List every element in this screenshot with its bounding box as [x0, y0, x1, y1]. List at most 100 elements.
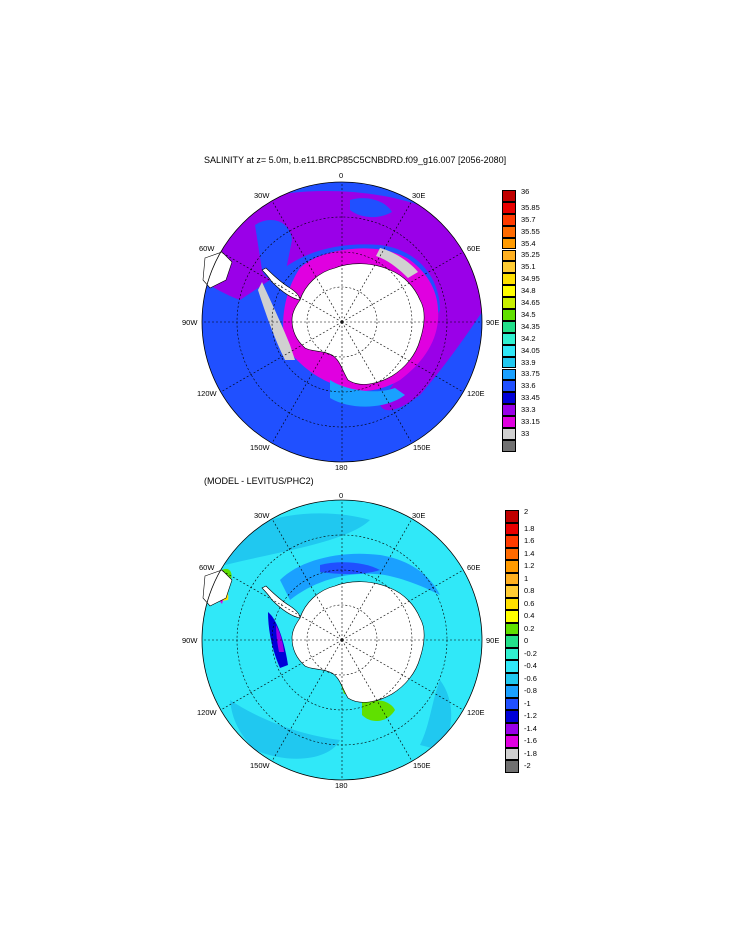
lon-label-0-p2: 0: [339, 491, 344, 500]
lon-label-120e-p2: 120E: [467, 708, 485, 717]
colorbar-swatch: [505, 572, 519, 585]
colorbar-label: 0: [524, 636, 529, 646]
difference-region-neg08: [320, 562, 380, 575]
colorbar-swatch: [502, 249, 516, 262]
south-america-tip-2: [202, 569, 233, 607]
colorbar-swatch: [502, 297, 516, 309]
colorbar-label: 2: [524, 507, 529, 516]
map-boundary-2: [201, 499, 483, 781]
colorbar-swatch: [502, 261, 516, 274]
lon-label-90e-p2: 90E: [486, 636, 500, 645]
meridian-line: [341, 321, 464, 393]
colorbar-swatch: [502, 320, 516, 333]
colorbar-swatch: [502, 368, 516, 381]
colorbar-swatch: [505, 672, 519, 685]
colorbar-label: 34.2: [521, 333, 536, 343]
colorbar-swatch: [502, 380, 516, 393]
lon-label-120e: 120E: [467, 389, 485, 398]
colorbar-label: 1.4: [524, 548, 535, 558]
colorbar-swatch: [505, 535, 519, 548]
colorbar-swatch: [502, 190, 516, 202]
colorbar-label: -0.6: [524, 673, 537, 683]
difference-region-neg04b: [230, 700, 340, 759]
colorbar-swatch: [505, 522, 519, 535]
salinity-region-33-75: [255, 220, 292, 280]
meridian-line: [341, 569, 464, 641]
colorbar-swatch: [505, 760, 519, 773]
colorbar-label: 33.15: [521, 417, 540, 427]
colorbar-swatch: [505, 685, 519, 698]
colorbar-swatch: [502, 392, 516, 405]
lon-label-60e: 60E: [467, 244, 481, 253]
difference-region-pos02a: [362, 700, 395, 722]
colorbar-label: 33.9: [521, 357, 536, 367]
meridian-line: [341, 639, 464, 711]
south-america-tip: [202, 251, 233, 289]
colorbar-label: -1.4: [524, 723, 537, 733]
colorbar-label: -0.4: [524, 661, 537, 671]
colorbar-swatch: [505, 735, 519, 748]
colorbar-swatch: [505, 597, 519, 610]
colorbar-label: 34.35: [521, 321, 540, 331]
lon-label-60w: 60W: [199, 244, 215, 253]
panel1-title: SALINITY at z= 5.0m, b.e11.BRCP85C5CNBDR…: [204, 155, 507, 165]
colorbar-label: 1.8: [524, 523, 535, 533]
meridian-line: [341, 639, 413, 762]
colorbar-label: -1: [524, 698, 531, 708]
colorbar-swatch: [502, 344, 516, 357]
meridian-line: [220, 321, 343, 393]
lon-label-60w-p2: 60W: [199, 563, 215, 572]
colorbar-label: -1.8: [524, 748, 537, 758]
colorbar-swatch: [502, 309, 516, 321]
colorbar-swatch: [505, 647, 519, 660]
colorbar-swatch: [502, 273, 516, 286]
salinity-region-grey2: [258, 282, 295, 360]
colorbar-swatch: [502, 201, 516, 214]
colorbar-swatch: [505, 585, 519, 598]
colorbar-swatch: [502, 237, 516, 250]
colorbar-label: 34.5: [521, 309, 536, 319]
colorbar-swatch: [502, 416, 516, 428]
colorbar-swatch: [502, 439, 516, 452]
colorbar-swatch: [502, 213, 516, 226]
colorbar-label: 35.25: [521, 250, 540, 260]
meridian-line: [220, 639, 343, 711]
lon-label-30w: 30W: [254, 191, 270, 200]
colorbar-label: 36: [521, 187, 530, 196]
meridian-line: [341, 200, 413, 323]
difference-region-neg04c: [420, 680, 452, 750]
colorbar-swatch: [505, 560, 519, 573]
lon-label-150e: 150E: [413, 443, 431, 452]
salinity-region-33-75b: [350, 198, 392, 218]
meridian-line: [271, 200, 343, 323]
colorbar-label: 33.3: [521, 405, 536, 415]
colorbar-label: 35.55: [521, 226, 540, 236]
colorbar-swatch: [505, 622, 519, 635]
colorbar-label: 0.4: [524, 611, 535, 621]
latitude-circle: [306, 604, 378, 676]
lon-label-90w: 90W: [182, 318, 198, 327]
colorbar-label: 35.85: [521, 202, 540, 212]
meridian-line: [341, 518, 413, 641]
lon-label-30e-p2: 30E: [412, 511, 426, 520]
colorbar-swatch: [505, 610, 519, 623]
meridian-line: [271, 321, 343, 444]
colorbar-label: 0.8: [524, 586, 535, 596]
colorbar-swatch: [505, 510, 519, 523]
lon-label-30w-p2: 30W: [254, 511, 270, 520]
colorbar-swatch: [505, 722, 519, 735]
colorbar-label: 33: [521, 428, 530, 438]
salinity-region-33-9: [330, 380, 405, 407]
colorbar-swatch: [502, 404, 516, 417]
colorbar-label: -2: [524, 761, 531, 771]
lon-label-150w: 150W: [250, 443, 270, 452]
colorbar-label: 0.6: [524, 598, 535, 608]
colorbar-label: 1: [524, 573, 529, 583]
colorbar-swatch: [502, 285, 516, 298]
colorbar-swatch: [505, 697, 519, 710]
colorbar-label: -0.2: [524, 648, 537, 658]
colorbar-label: 1.2: [524, 561, 535, 571]
salinity-region-grey: [376, 248, 418, 278]
colorbar-swatch: [505, 660, 519, 673]
latitude-circle: [306, 286, 378, 358]
